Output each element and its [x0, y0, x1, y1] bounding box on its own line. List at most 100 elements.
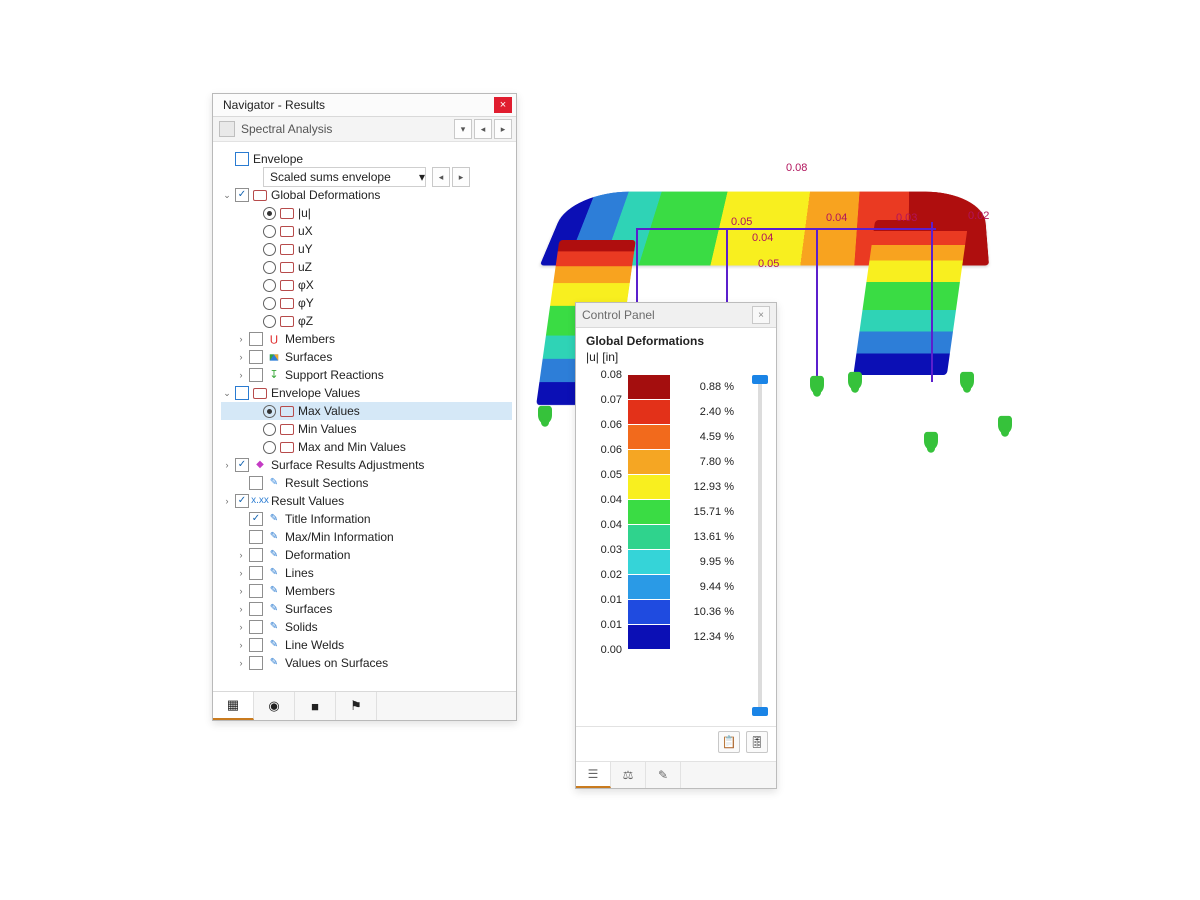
nav-tab-view-icon[interactable]: ◉ — [254, 692, 295, 720]
radio[interactable] — [263, 315, 276, 328]
tab-probe-icon[interactable]: ✎ — [646, 762, 681, 788]
control-panel-window: Control Panel × Global Deformations |u| … — [575, 302, 777, 789]
radio[interactable] — [263, 207, 276, 220]
radio[interactable] — [263, 297, 276, 310]
expand-icon[interactable]: › — [235, 658, 247, 668]
tab-list-icon[interactable]: ☰ — [576, 762, 611, 788]
expand-icon[interactable]: › — [235, 622, 247, 632]
checkbox[interactable]: ✓ — [249, 512, 263, 526]
frame-beam — [636, 228, 936, 230]
checkbox[interactable] — [249, 476, 263, 490]
tree-item-envelope-values[interactable]: ⌄ Envelope Values — [221, 384, 512, 402]
tree-item-uy[interactable]: uY — [221, 240, 512, 258]
navigator-titlebar[interactable]: Navigator - Results × — [213, 94, 516, 117]
checkbox[interactable] — [249, 368, 263, 382]
combo-dropdown-button[interactable]: ▾ — [419, 169, 425, 185]
radio[interactable] — [263, 405, 276, 418]
checkbox[interactable] — [235, 152, 249, 166]
tree-item-values-on-surfaces[interactable]: › ✎ Values on Surfaces — [221, 654, 512, 672]
expand-icon[interactable]: › — [235, 352, 247, 362]
checkbox[interactable] — [249, 638, 263, 652]
expand-icon[interactable]: › — [235, 586, 247, 596]
tree-item-global-deformations[interactable]: ⌄ ✓ Global Deformations — [221, 186, 512, 204]
tab-balance-icon[interactable]: ⚖ — [611, 762, 646, 788]
tree-item-scale-combo[interactable]: Scaled sums envelope ▾ ◂ ▸ — [221, 168, 512, 186]
expand-icon[interactable]: › — [235, 640, 247, 650]
tree-item-deformation[interactable]: › ✎ Deformation — [221, 546, 512, 564]
checkbox[interactable] — [249, 332, 263, 346]
scale-combo[interactable]: Scaled sums envelope ▾ — [263, 167, 426, 187]
expand-icon[interactable]: › — [235, 370, 247, 380]
radio[interactable] — [263, 423, 276, 436]
nav-tab-flag-icon[interactable]: ⚑ — [336, 692, 377, 720]
legend-scale-button[interactable]: 🎚 — [746, 731, 768, 753]
tree-item-phix[interactable]: φX — [221, 276, 512, 294]
checkbox[interactable] — [249, 566, 263, 580]
tree-item-lines[interactable]: › ✎ Lines — [221, 564, 512, 582]
checkbox[interactable] — [249, 350, 263, 364]
nav-tab-results-icon[interactable]: ▦ — [213, 692, 254, 720]
nav-tab-camera-icon[interactable]: ■ — [295, 692, 336, 720]
checkbox[interactable] — [235, 386, 249, 400]
combo-prev-button[interactable]: ◂ — [432, 167, 450, 187]
control-panel-titlebar[interactable]: Control Panel × — [576, 303, 776, 328]
tree-item-reactions[interactable]: › ↧ Support Reactions — [221, 366, 512, 384]
legend-settings-button[interactable]: 📋 — [718, 731, 740, 753]
label: uX — [298, 223, 512, 239]
range-slider-thumb-top[interactable] — [752, 375, 768, 384]
radio[interactable] — [263, 261, 276, 274]
mode-next-button[interactable]: ▸ — [494, 119, 512, 139]
navigator-close-button[interactable]: × — [494, 97, 512, 113]
tree-item-envelope[interactable]: Envelope — [221, 150, 512, 168]
tree-item-surfaces2[interactable]: › ✎ Surfaces — [221, 600, 512, 618]
tree-item-max-values[interactable]: Max Values — [221, 402, 512, 420]
tree-item-surfaces[interactable]: › Surfaces — [221, 348, 512, 366]
expand-icon[interactable]: › — [235, 604, 247, 614]
mode-prev-button[interactable]: ◂ — [474, 119, 492, 139]
checkbox[interactable] — [249, 602, 263, 616]
tree-item-line-welds[interactable]: › ✎ Line Welds — [221, 636, 512, 654]
expand-icon[interactable]: ⌄ — [221, 388, 233, 398]
tree-item-sra[interactable]: › ✓ ◆ Surface Results Adjustments — [221, 456, 512, 474]
range-slider-track[interactable] — [758, 380, 762, 711]
expand-icon[interactable]: › — [235, 334, 247, 344]
checkbox[interactable]: ✓ — [235, 494, 249, 508]
combo-next-button[interactable]: ▸ — [452, 167, 470, 187]
checkbox[interactable] — [249, 530, 263, 544]
radio[interactable] — [263, 441, 276, 454]
checkbox[interactable]: ✓ — [235, 458, 249, 472]
tree-item-sections[interactable]: ✎ Result Sections — [221, 474, 512, 492]
tree-item-maxmin-info[interactable]: ✎ Max/Min Information — [221, 528, 512, 546]
expand-icon[interactable]: › — [235, 568, 247, 578]
checkbox[interactable] — [249, 620, 263, 634]
tree-item-u[interactable]: |u| — [221, 204, 512, 222]
tree-item-title-info[interactable]: ✓ ✎ Title Information — [221, 510, 512, 528]
checkbox[interactable]: ✓ — [235, 188, 249, 202]
expand-icon[interactable]: › — [221, 460, 233, 470]
tree-item-phiy[interactable]: φY — [221, 294, 512, 312]
expand-icon[interactable]: › — [235, 550, 247, 560]
control-panel-close-button[interactable]: × — [752, 306, 770, 324]
checkbox[interactable] — [249, 584, 263, 598]
tree-item-ux[interactable]: uX — [221, 222, 512, 240]
tree-item-members2[interactable]: › ✎ Members — [221, 582, 512, 600]
tree-item-phiz[interactable]: φZ — [221, 312, 512, 330]
radio[interactable] — [263, 279, 276, 292]
expand-icon[interactable]: ⌄ — [221, 190, 233, 200]
tree-item-result-values[interactable]: › ✓ x.xx Result Values — [221, 492, 512, 510]
expand-icon[interactable]: › — [221, 496, 233, 506]
checkbox[interactable] — [249, 656, 263, 670]
mode-dropdown-button[interactable]: ▾ — [454, 119, 472, 139]
results-tree[interactable]: Envelope Scaled sums envelope ▾ ◂ ▸ ⌄ ✓ … — [213, 142, 516, 691]
tree-item-maxmin-values[interactable]: Max and Min Values — [221, 438, 512, 456]
radio[interactable] — [263, 225, 276, 238]
radio[interactable] — [263, 243, 276, 256]
legend-percent: 4.59 % — [670, 431, 766, 443]
tree-item-members[interactable]: › ⋃ Members — [221, 330, 512, 348]
legend-value: 0.04 — [586, 519, 628, 531]
checkbox[interactable] — [249, 548, 263, 562]
tree-item-uz[interactable]: uZ — [221, 258, 512, 276]
tree-item-min-values[interactable]: Min Values — [221, 420, 512, 438]
tree-item-solids[interactable]: › ✎ Solids — [221, 618, 512, 636]
range-slider-thumb-bottom[interactable] — [752, 707, 768, 716]
